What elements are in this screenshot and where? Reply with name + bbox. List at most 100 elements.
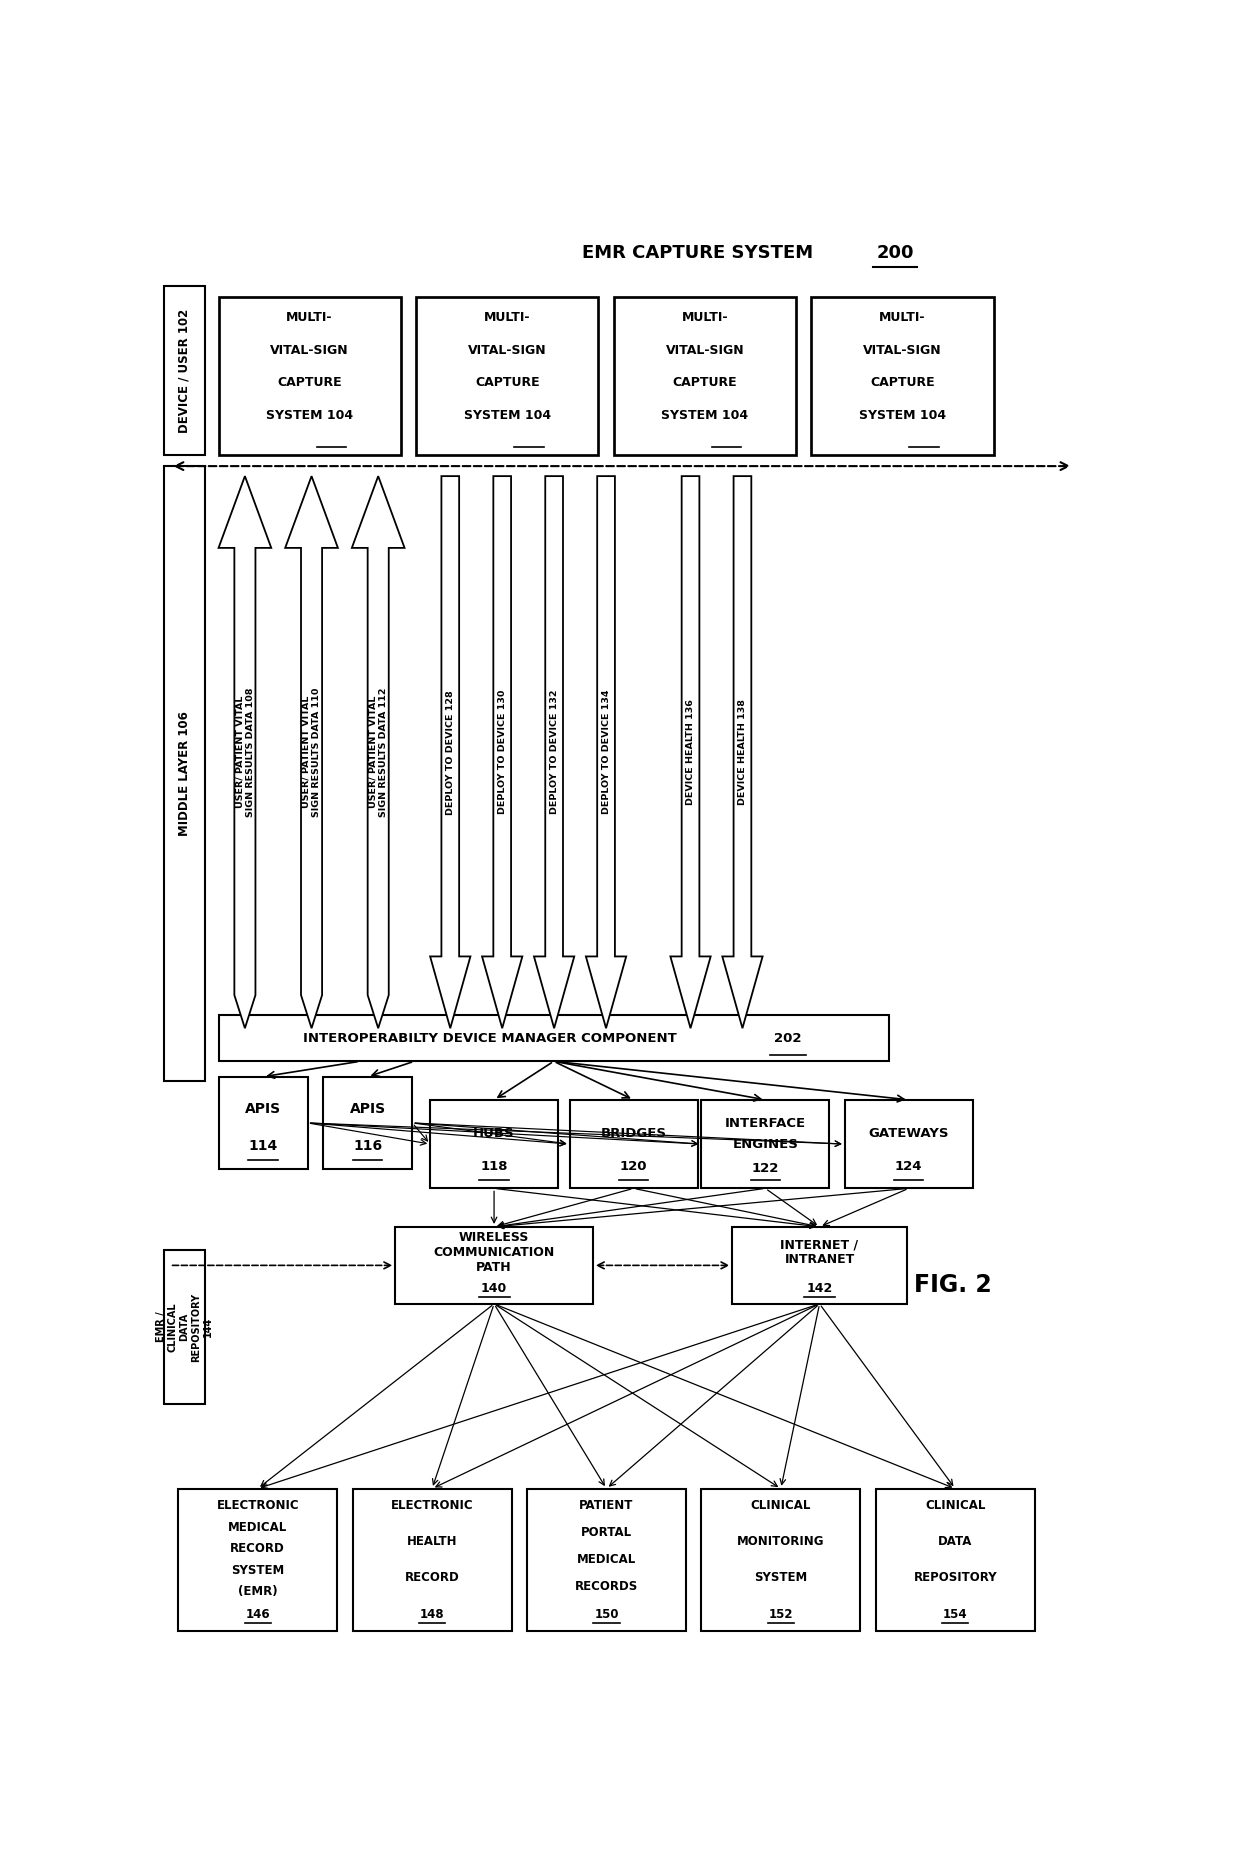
Text: 120: 120 <box>620 1161 647 1172</box>
Text: 122: 122 <box>751 1163 779 1176</box>
Text: MEDICAL: MEDICAL <box>577 1554 636 1567</box>
Text: DATA: DATA <box>937 1535 972 1548</box>
Text: FIG. 2: FIG. 2 <box>914 1272 992 1297</box>
FancyBboxPatch shape <box>844 1099 972 1189</box>
Text: VITAL-SIGN: VITAL-SIGN <box>863 343 942 356</box>
Text: CAPTURE: CAPTURE <box>278 376 342 389</box>
Text: CAPTURE: CAPTURE <box>870 376 935 389</box>
FancyBboxPatch shape <box>164 466 205 1081</box>
Text: HUBS: HUBS <box>474 1127 515 1140</box>
Text: 146: 146 <box>246 1608 270 1621</box>
Text: MULTI-: MULTI- <box>879 311 926 324</box>
Text: CAPTURE: CAPTURE <box>672 376 737 389</box>
FancyBboxPatch shape <box>324 1077 412 1170</box>
Text: (EMR): (EMR) <box>238 1585 278 1598</box>
Text: DEVICE HEALTH 136: DEVICE HEALTH 136 <box>686 699 696 805</box>
Text: CLINICAL: CLINICAL <box>925 1500 986 1513</box>
Polygon shape <box>218 477 272 1028</box>
Text: MONITORING: MONITORING <box>737 1535 825 1548</box>
Text: DEPLOY TO DEVICE 132: DEPLOY TO DEVICE 132 <box>549 689 559 814</box>
Polygon shape <box>722 477 763 1028</box>
Text: SYSTEM: SYSTEM <box>754 1571 807 1584</box>
Text: CLINICAL: CLINICAL <box>750 1500 811 1513</box>
Text: VITAL-SIGN: VITAL-SIGN <box>666 343 744 356</box>
Text: 148: 148 <box>420 1608 444 1621</box>
Text: USER/ PATIENT VITAL
SIGN RESULTS DATA 112: USER/ PATIENT VITAL SIGN RESULTS DATA 11… <box>368 687 388 816</box>
FancyBboxPatch shape <box>352 1489 511 1632</box>
Text: 152: 152 <box>769 1608 794 1621</box>
Text: SYSTEM: SYSTEM <box>231 1563 284 1576</box>
Text: DEPLOY TO DEVICE 130: DEPLOY TO DEVICE 130 <box>497 689 507 814</box>
FancyBboxPatch shape <box>430 1099 558 1189</box>
Text: PORTAL: PORTAL <box>580 1526 632 1539</box>
FancyBboxPatch shape <box>702 1489 861 1632</box>
Text: BRIDGES: BRIDGES <box>600 1127 667 1140</box>
FancyBboxPatch shape <box>218 298 401 455</box>
Text: REPOSITORY: REPOSITORY <box>914 1571 997 1584</box>
Text: APIS: APIS <box>350 1103 386 1116</box>
Polygon shape <box>671 477 711 1028</box>
Text: APIS: APIS <box>246 1103 281 1116</box>
Polygon shape <box>585 477 626 1028</box>
Text: 118: 118 <box>480 1161 508 1172</box>
Text: HEALTH: HEALTH <box>407 1535 458 1548</box>
FancyBboxPatch shape <box>811 298 993 455</box>
Polygon shape <box>352 477 404 1028</box>
Text: GATEWAYS: GATEWAYS <box>868 1127 949 1140</box>
FancyBboxPatch shape <box>733 1228 906 1304</box>
Text: DEPLOY TO DEVICE 128: DEPLOY TO DEVICE 128 <box>445 689 455 814</box>
Text: RECORD: RECORD <box>231 1543 285 1556</box>
Text: ENGINES: ENGINES <box>733 1138 799 1151</box>
Text: MULTI-: MULTI- <box>286 311 332 324</box>
Text: CAPTURE: CAPTURE <box>475 376 539 389</box>
Text: 114: 114 <box>248 1138 278 1153</box>
Text: USER/ PATIENT VITAL
SIGN RESULTS DATA 108: USER/ PATIENT VITAL SIGN RESULTS DATA 10… <box>236 687 254 816</box>
Text: PATIENT: PATIENT <box>579 1500 634 1513</box>
FancyBboxPatch shape <box>396 1228 593 1304</box>
FancyBboxPatch shape <box>164 1250 205 1405</box>
Text: 140: 140 <box>481 1282 507 1295</box>
Text: DEVICE / USER 102: DEVICE / USER 102 <box>179 309 191 432</box>
Text: 142: 142 <box>806 1282 833 1295</box>
FancyBboxPatch shape <box>179 1489 337 1632</box>
FancyBboxPatch shape <box>218 1015 889 1062</box>
FancyBboxPatch shape <box>875 1489 1034 1632</box>
Text: DEPLOY TO DEVICE 134: DEPLOY TO DEVICE 134 <box>601 689 610 814</box>
Text: MEDICAL: MEDICAL <box>228 1520 288 1533</box>
Polygon shape <box>285 477 337 1028</box>
FancyBboxPatch shape <box>417 298 599 455</box>
Text: SYSTEM 104: SYSTEM 104 <box>661 410 749 423</box>
Text: SYSTEM 104: SYSTEM 104 <box>267 410 353 423</box>
Text: USER/ PATIENT VITAL
SIGN RESULTS DATA 110: USER/ PATIENT VITAL SIGN RESULTS DATA 11… <box>301 687 321 816</box>
Text: 116: 116 <box>353 1138 382 1153</box>
Text: MULTI-: MULTI- <box>682 311 728 324</box>
Text: VITAL-SIGN: VITAL-SIGN <box>467 343 547 356</box>
Polygon shape <box>482 477 522 1028</box>
Polygon shape <box>430 477 470 1028</box>
FancyBboxPatch shape <box>164 285 205 455</box>
Text: DEVICE HEALTH 138: DEVICE HEALTH 138 <box>738 699 746 805</box>
Polygon shape <box>534 477 574 1028</box>
Text: 200: 200 <box>877 244 914 263</box>
Text: 154: 154 <box>942 1608 967 1621</box>
Text: 202: 202 <box>775 1032 802 1045</box>
FancyBboxPatch shape <box>614 298 796 455</box>
Text: 124: 124 <box>895 1161 923 1172</box>
FancyBboxPatch shape <box>527 1489 686 1632</box>
Text: ELECTRONIC: ELECTRONIC <box>216 1500 299 1513</box>
FancyBboxPatch shape <box>218 1077 308 1170</box>
Text: VITAL-SIGN: VITAL-SIGN <box>270 343 348 356</box>
Text: MULTI-: MULTI- <box>484 311 531 324</box>
Text: EMR CAPTURE SYSTEM: EMR CAPTURE SYSTEM <box>582 244 813 263</box>
Text: INTERFACE: INTERFACE <box>724 1118 806 1131</box>
Text: WIRELESS
COMMUNICATION
PATH: WIRELESS COMMUNICATION PATH <box>434 1231 554 1274</box>
FancyBboxPatch shape <box>702 1099 830 1189</box>
Text: SYSTEM 104: SYSTEM 104 <box>859 410 946 423</box>
Text: 150: 150 <box>594 1608 619 1621</box>
Text: SYSTEM 104: SYSTEM 104 <box>464 410 551 423</box>
Text: INTERNET /
INTRANET: INTERNET / INTRANET <box>780 1239 858 1267</box>
Text: RECORDS: RECORDS <box>575 1580 639 1593</box>
Text: EMR /
CLINICAL
DATA
REPOSITORY
144: EMR / CLINICAL DATA REPOSITORY 144 <box>156 1293 212 1362</box>
Text: MIDDLE LAYER 106: MIDDLE LAYER 106 <box>179 712 191 836</box>
FancyBboxPatch shape <box>569 1099 697 1189</box>
